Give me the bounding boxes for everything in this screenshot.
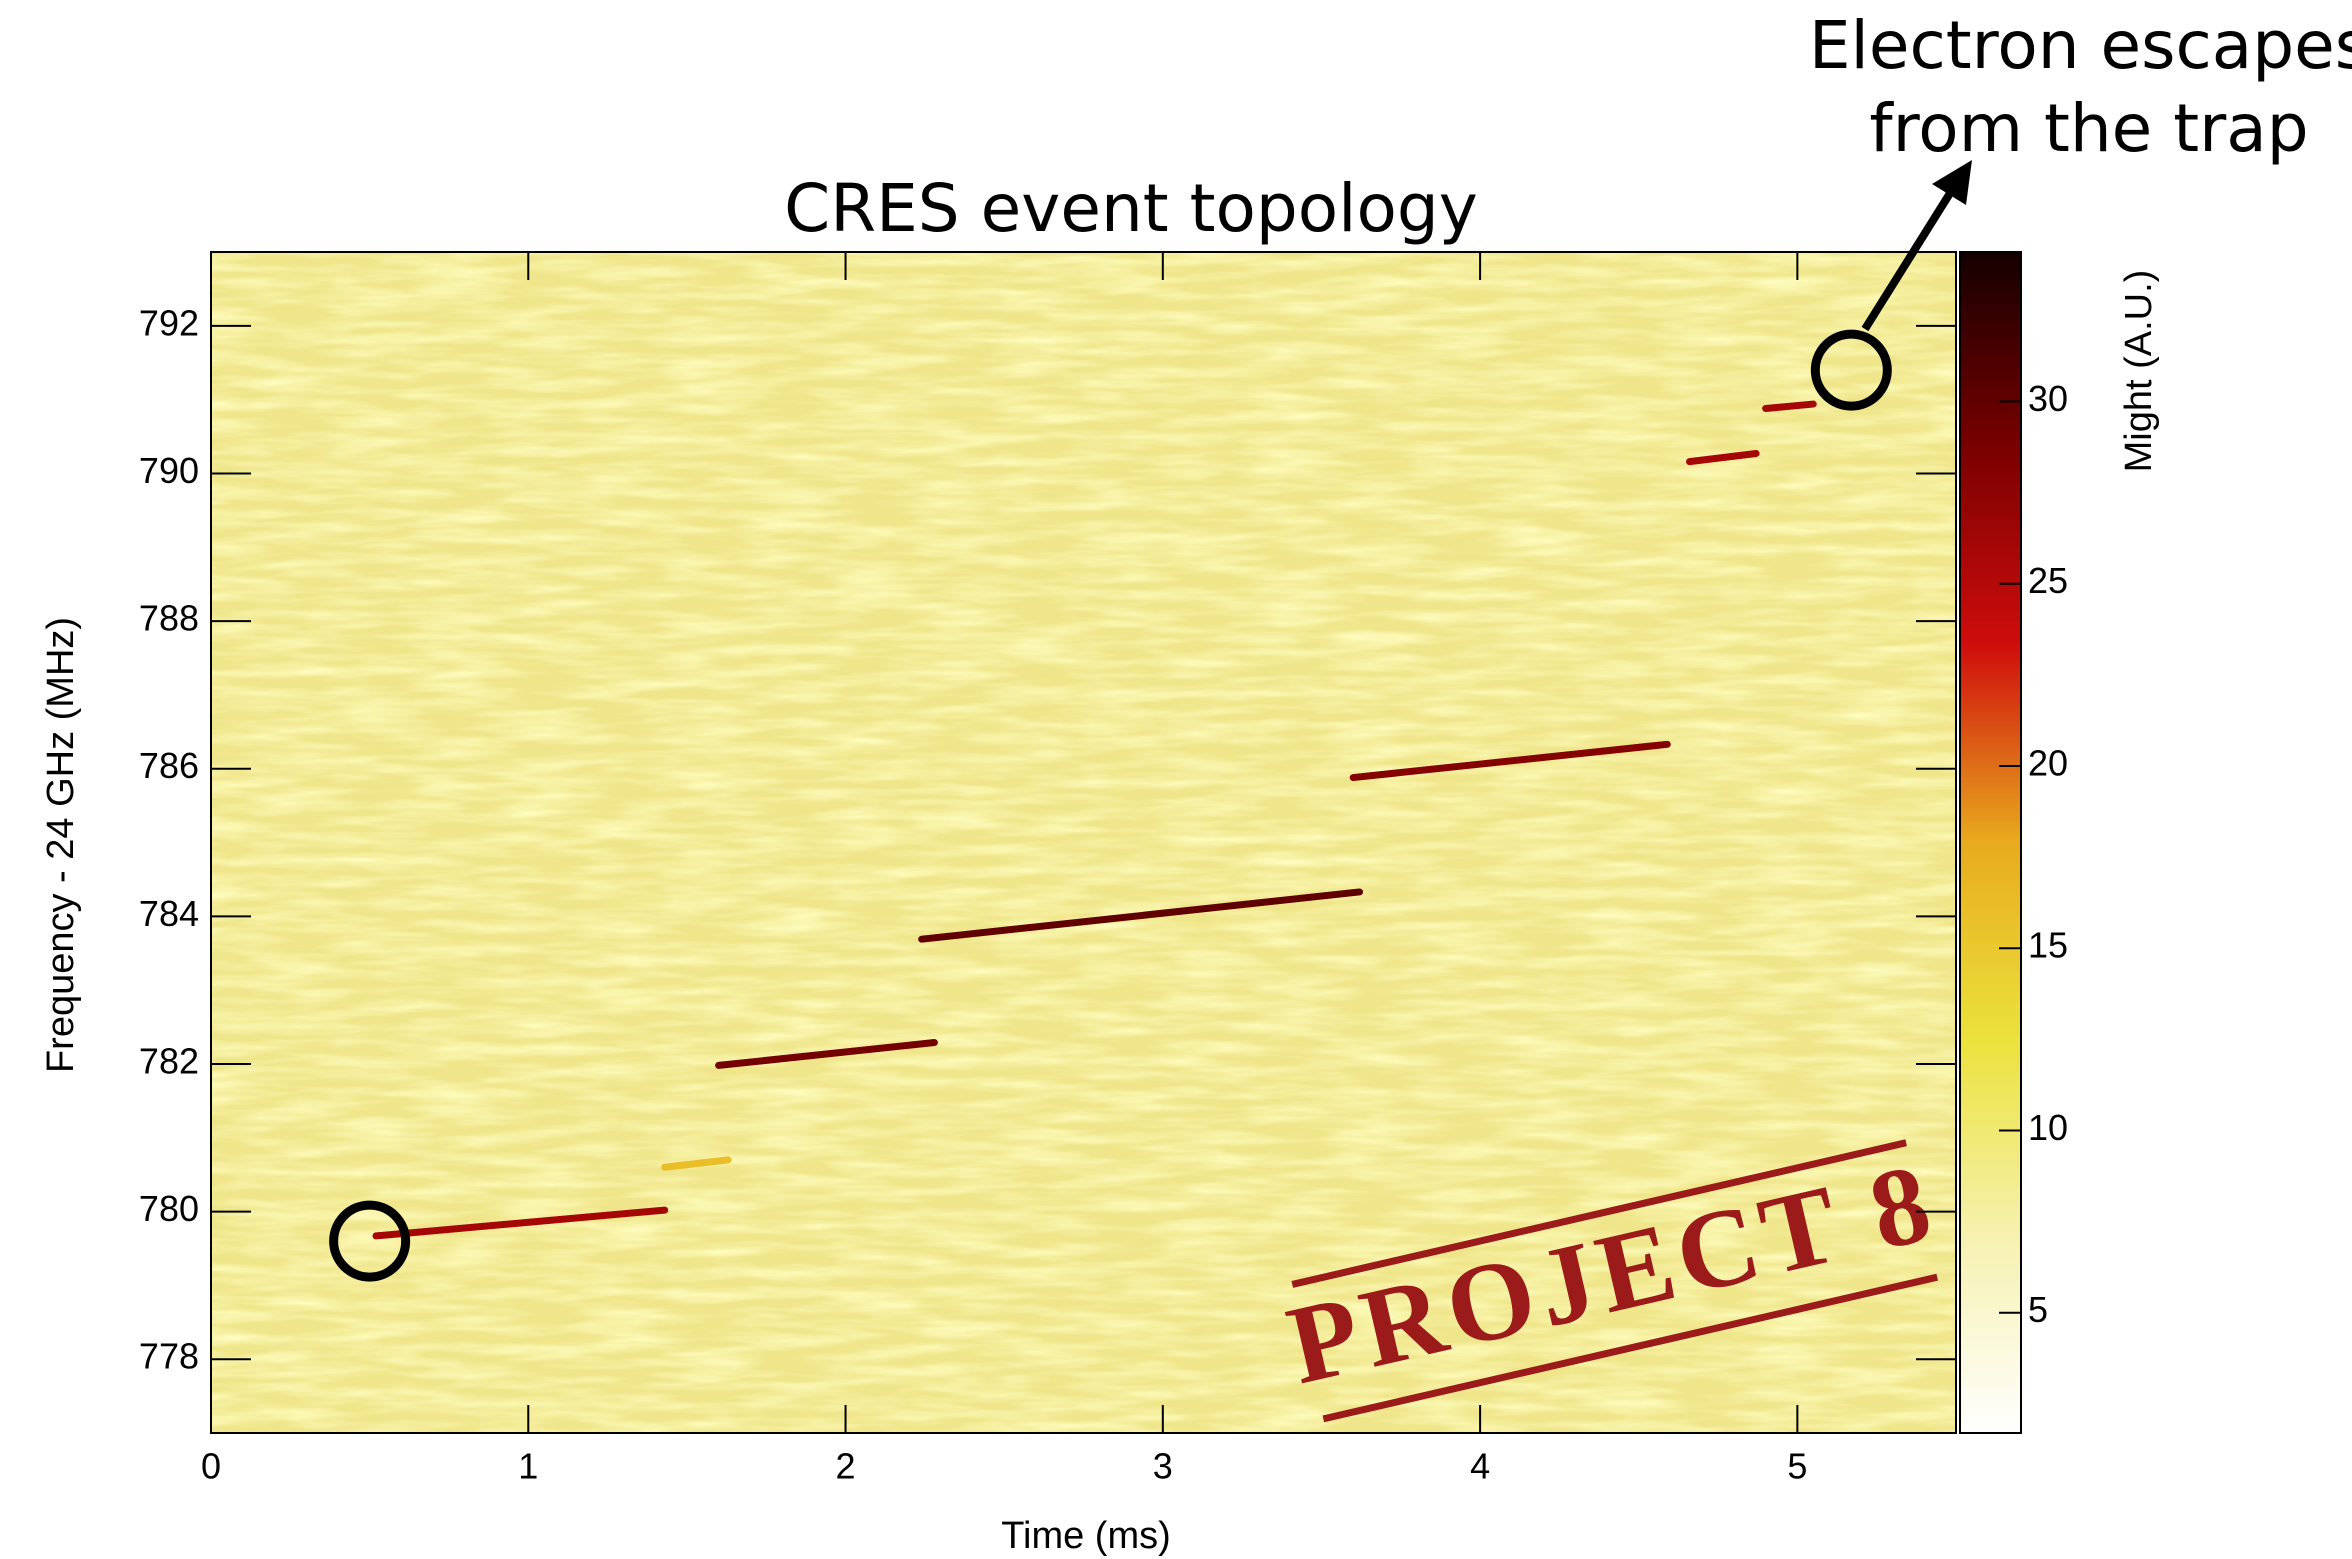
track: [918, 888, 1364, 943]
y-tick-label: 792: [139, 302, 199, 343]
x-tick-label: 5: [1787, 1446, 1807, 1487]
y-tick-label: 782: [139, 1040, 199, 1081]
track: [1762, 400, 1817, 412]
y-tick-label: 784: [139, 893, 199, 934]
y-tick-label: 780: [139, 1188, 199, 1229]
tracks: [372, 400, 1817, 1240]
track: [1349, 740, 1671, 782]
colorbar-tick-label: 10: [2028, 1107, 2068, 1148]
colorbar-tick-label: 30: [2028, 378, 2068, 419]
highlight-circle: [1810, 329, 1892, 411]
y-tick-label: 786: [139, 745, 199, 786]
annotation: Electron escapes: [1809, 7, 2352, 84]
x-tick-label: 4: [1470, 1446, 1490, 1487]
chart-title: CRES event topology: [784, 170, 1478, 247]
plot-frame: [210, 251, 1957, 1434]
track: [372, 1206, 669, 1240]
colorbar-tick-label: 20: [2028, 742, 2068, 783]
x-tick-label: 1: [518, 1446, 538, 1487]
y-tick-label: 788: [139, 598, 199, 639]
y-axis-title: Frequency - 24 GHz (MHz): [40, 617, 82, 1073]
plot-noise: [211, 252, 1956, 1433]
x-tick-label: 2: [836, 1446, 856, 1487]
x-axis-title: Time (ms): [1001, 1515, 1171, 1557]
track: [1685, 450, 1760, 466]
colorbar-title: Might (A.U.): [2118, 270, 2160, 473]
stamp-rule: [1322, 1273, 1938, 1423]
x-tick-label: 0: [201, 1446, 221, 1487]
highlight-circle: [329, 1200, 411, 1282]
annotation: from the trap: [1869, 90, 2308, 167]
colorbar-tick-label: 5: [2028, 1289, 2048, 1330]
track: [715, 1039, 938, 1069]
x-tick-label: 3: [1153, 1446, 1173, 1487]
colorbar: [1959, 251, 2022, 1434]
y-tick-label: 778: [139, 1336, 199, 1377]
track: [661, 1156, 732, 1171]
annotation-arrow: [1861, 187, 1956, 332]
annotation-arrowhead: [1932, 160, 1972, 205]
colorbar-tick-label: 15: [2028, 925, 2068, 966]
y-tick-label: 790: [139, 450, 199, 491]
stamp-rule: [1291, 1139, 1907, 1288]
colorbar-tick-label: 25: [2028, 560, 2068, 601]
